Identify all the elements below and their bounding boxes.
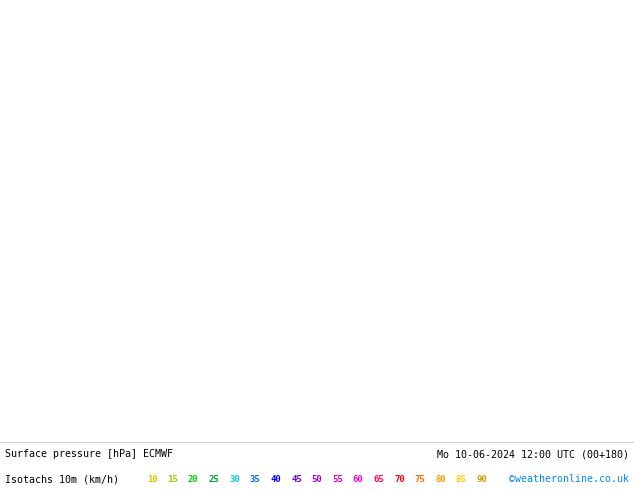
Text: 85: 85: [456, 474, 467, 484]
Text: 25: 25: [209, 474, 219, 484]
Text: 35: 35: [250, 474, 261, 484]
Text: 45: 45: [291, 474, 302, 484]
Text: 55: 55: [332, 474, 343, 484]
Text: 60: 60: [353, 474, 363, 484]
Text: 10: 10: [147, 474, 157, 484]
Text: Mo 10-06-2024 12:00 UTC (00+180): Mo 10-06-2024 12:00 UTC (00+180): [437, 449, 629, 459]
Text: Isotachs 10m (km/h): Isotachs 10m (km/h): [5, 474, 119, 484]
Text: 90: 90: [477, 474, 487, 484]
Text: 50: 50: [312, 474, 322, 484]
Text: 75: 75: [415, 474, 425, 484]
Text: 70: 70: [394, 474, 404, 484]
Text: 15: 15: [167, 474, 178, 484]
Text: ©weatheronline.co.uk: ©weatheronline.co.uk: [509, 474, 629, 484]
Text: 80: 80: [436, 474, 446, 484]
Text: 20: 20: [188, 474, 198, 484]
Text: 65: 65: [373, 474, 384, 484]
Text: Surface pressure [hPa] ECMWF: Surface pressure [hPa] ECMWF: [5, 449, 173, 459]
Text: 40: 40: [271, 474, 281, 484]
Text: 30: 30: [230, 474, 240, 484]
